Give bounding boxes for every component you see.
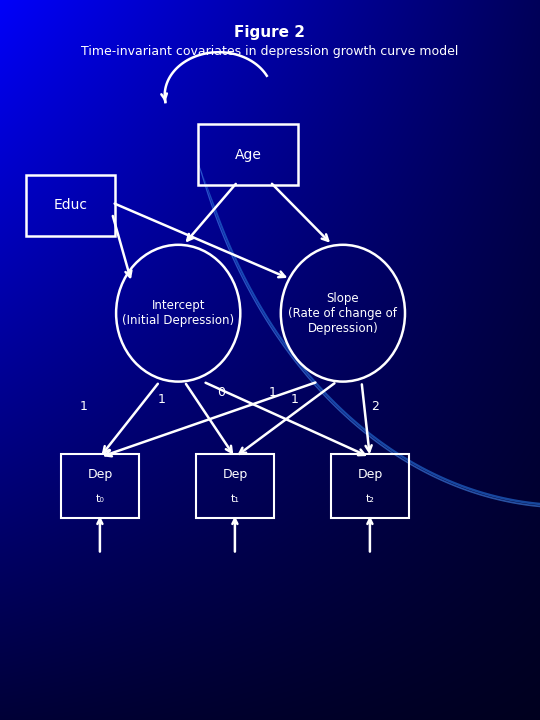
Text: t₂: t₂	[366, 494, 374, 504]
Text: Figure 2: Figure 2	[234, 25, 306, 40]
Text: Dep: Dep	[222, 468, 247, 481]
Text: 1: 1	[291, 393, 298, 406]
Text: Slope
(Rate of change of
Depression): Slope (Rate of change of Depression)	[288, 292, 397, 335]
Text: Educ: Educ	[53, 198, 87, 212]
Text: Dep: Dep	[87, 468, 112, 481]
Text: Time-invariant covariates in depression growth curve model: Time-invariant covariates in depression …	[82, 45, 458, 58]
Polygon shape	[197, 40, 540, 508]
Text: Age: Age	[235, 148, 262, 162]
Text: Dep: Dep	[357, 468, 382, 481]
Text: 1: 1	[80, 400, 87, 413]
Text: 1: 1	[269, 386, 276, 399]
Text: 0: 0	[218, 386, 225, 399]
Text: 1: 1	[158, 393, 166, 406]
Text: t₁: t₁	[231, 494, 239, 504]
Text: 2: 2	[372, 400, 379, 413]
Text: t₀: t₀	[96, 494, 104, 504]
Text: Intercept
(Initial Depression): Intercept (Initial Depression)	[122, 300, 234, 327]
Polygon shape	[204, 0, 540, 506]
